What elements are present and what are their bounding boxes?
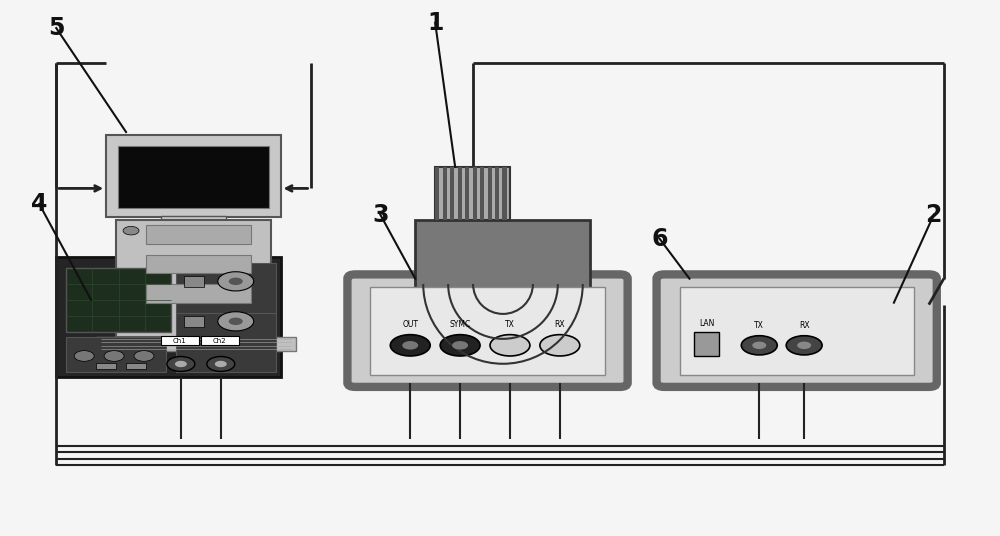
Circle shape [741,336,777,355]
Bar [480,167,484,220]
Bar [502,167,507,220]
Circle shape [218,312,254,331]
Bar [450,167,454,220]
Circle shape [123,226,139,235]
Bar [126,363,146,369]
Bar [443,167,447,220]
Bar [201,336,239,345]
Bar [118,146,269,208]
FancyBboxPatch shape [347,274,628,387]
Bar [96,363,116,369]
Circle shape [452,341,468,349]
Bar [488,167,492,220]
Bar [435,167,510,220]
Circle shape [229,318,243,325]
Text: TX: TX [505,321,515,329]
Text: 5: 5 [48,16,64,40]
Bar [680,287,914,375]
Text: Ch2: Ch2 [213,338,227,344]
Bar [146,225,251,244]
Circle shape [175,361,187,367]
Text: 4: 4 [31,192,47,216]
Circle shape [390,334,430,356]
Bar [176,263,276,372]
Circle shape [74,351,94,361]
Bar [184,276,204,287]
Text: LAN: LAN [699,319,715,327]
Text: TX: TX [754,322,764,330]
Bar [66,337,166,372]
Bar [495,167,499,220]
Bar [694,332,719,356]
Bar [96,337,296,351]
Circle shape [134,351,154,361]
Circle shape [207,356,235,371]
Bar [184,316,204,326]
Bar [473,167,477,220]
Bar [435,167,439,220]
Circle shape [797,341,811,349]
Circle shape [218,272,254,291]
Circle shape [104,351,124,361]
Circle shape [167,356,195,371]
Circle shape [752,341,766,349]
Bar [146,227,241,233]
FancyBboxPatch shape [657,274,937,387]
Bar [161,336,199,345]
Bar [415,220,590,332]
Circle shape [215,361,227,367]
Bar [146,284,251,303]
Text: SYMC: SYMC [449,321,471,329]
Bar [106,135,281,217]
Bar [465,167,469,220]
Bar [56,257,281,377]
Bar [116,220,271,337]
Circle shape [440,334,480,356]
Circle shape [402,341,418,349]
Text: 6: 6 [651,227,668,251]
Text: 2: 2 [926,203,942,227]
Text: RX: RX [555,321,565,329]
Bar [458,167,462,220]
Circle shape [490,334,530,356]
Bar [146,255,251,273]
Circle shape [229,278,243,285]
Text: 1: 1 [427,11,443,35]
Bar [161,217,226,229]
Circle shape [786,336,822,355]
Bar [66,268,171,332]
Text: 3: 3 [372,203,389,227]
Circle shape [540,334,580,356]
Text: RX: RX [799,322,809,330]
Text: OUT: OUT [402,321,418,329]
Text: Ch1: Ch1 [173,338,187,344]
Bar [370,287,605,375]
